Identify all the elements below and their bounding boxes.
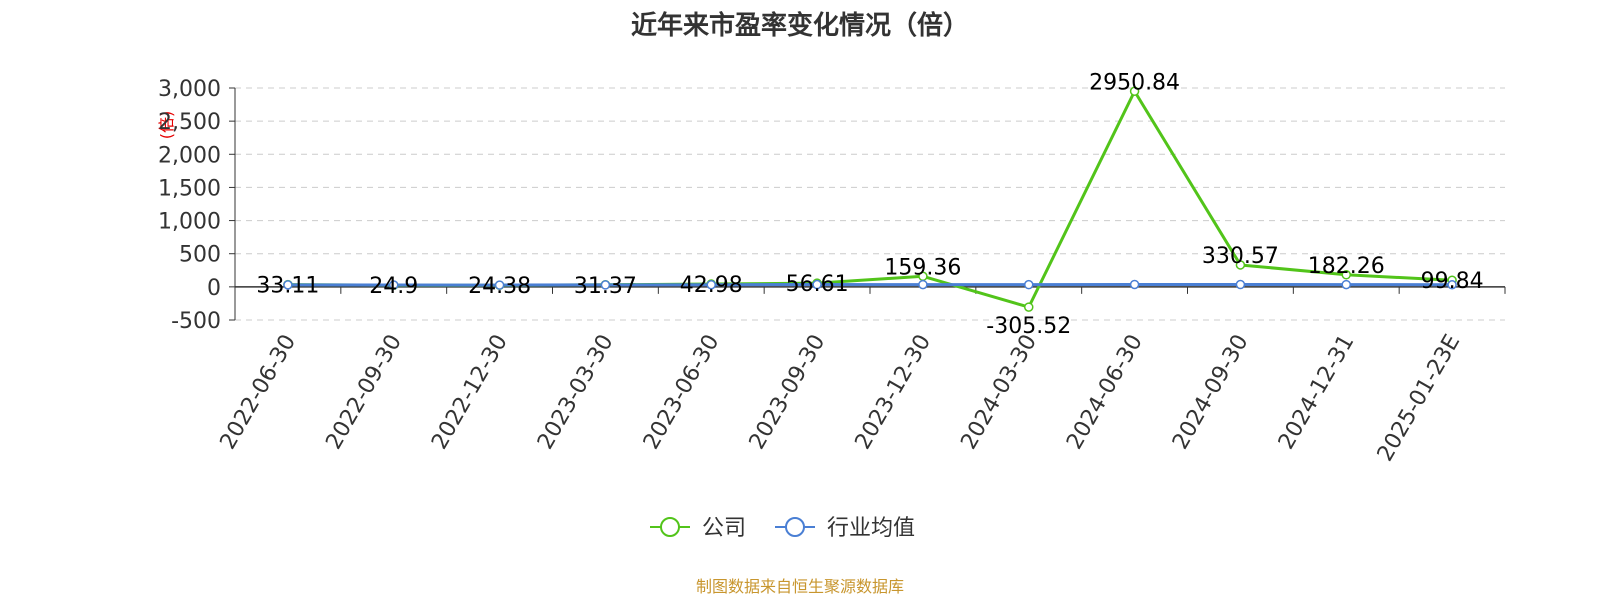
x-tick-label: 2022-09-30 [321, 331, 407, 454]
data-label: 31.37 [574, 274, 637, 299]
y-tick-label: 0 [207, 276, 221, 301]
grid-lines [235, 87, 1505, 321]
x-tick-label: 2024-03-30 [956, 331, 1042, 454]
x-tick-label: 2023-06-30 [639, 331, 725, 454]
y-tick-label: 1,000 [158, 210, 221, 235]
data-label: 159.36 [884, 255, 961, 280]
data-point[interactable] [918, 279, 928, 290]
legend[interactable]: 公司 行业均值 [650, 516, 915, 541]
data-point[interactable] [1024, 302, 1034, 312]
data-point[interactable] [706, 279, 716, 290]
legend-item-industry-average[interactable]: 行业均值 [775, 516, 915, 541]
x-tick-label: 2024-12-31 [1274, 331, 1360, 454]
data-point[interactable] [1024, 279, 1034, 290]
data-label: 24.9 [369, 274, 418, 299]
data-point[interactable] [1129, 279, 1140, 290]
x-tick-label: 2022-12-30 [427, 331, 513, 454]
data-point[interactable] [600, 280, 611, 290]
data-label: 182.26 [1308, 254, 1385, 279]
x-tick-label: 2024-09-30 [1168, 331, 1254, 454]
data-point[interactable] [1447, 279, 1457, 290]
y-tick-label: 3,000 [158, 77, 221, 102]
data-label: 33.11 [256, 274, 319, 299]
y-tick-label: 1,500 [158, 176, 221, 201]
data-point[interactable] [494, 280, 505, 290]
x-tick-label: 2022-06-30 [216, 331, 302, 454]
data-point[interactable] [1235, 279, 1246, 290]
series-lines [283, 86, 1457, 312]
data-label: 330.57 [1202, 244, 1279, 269]
legend-marker-icon [660, 517, 680, 537]
series-line-industry-average [287, 282, 1453, 287]
data-label: 42.98 [680, 273, 743, 298]
data-point[interactable] [1341, 279, 1351, 290]
data-label: 24.38 [468, 274, 531, 299]
y-tick-label: 2,000 [158, 143, 221, 168]
data-labels: 33.11 24.9 24.38 31.37 42.98 56.61 159.36 -305.… [256, 70, 1483, 339]
data-point[interactable] [1129, 86, 1140, 97]
data-point[interactable] [389, 280, 399, 290]
data-label: -305.52 [986, 314, 1071, 339]
x-tick-label: 2023-09-30 [745, 331, 831, 454]
data-label: 2950.84 [1089, 70, 1180, 95]
data-point[interactable] [1235, 260, 1246, 270]
y-tick-label: 500 [179, 243, 221, 268]
x-tick-label: 2023-12-30 [851, 331, 937, 454]
x-tick-label: 2025-01-23E [1373, 331, 1466, 466]
chart-title: 近年来市盈率变化情况（倍） [631, 10, 969, 41]
data-point[interactable] [812, 279, 822, 290]
data-source-note: 制图数据来自恒生聚源数据库 [696, 577, 904, 596]
legend-item-company[interactable]: 公司 [650, 516, 746, 541]
legend-marker-icon [785, 517, 805, 537]
data-point[interactable] [1341, 270, 1351, 280]
y-tick-label: -500 [171, 309, 221, 334]
x-tick-label: 2023-03-30 [533, 331, 619, 454]
legend-label: 行业均值 [827, 516, 915, 541]
y-axis-unit-label: (倍) [157, 111, 176, 140]
series-line-company [287, 89, 1453, 309]
y-tick-label: 2,500 [158, 110, 221, 135]
legend-label: 公司 [702, 516, 746, 541]
data-point[interactable] [283, 280, 293, 290]
x-tick-label: 2024-06-30 [1062, 331, 1148, 454]
data-label: 99.84 [1421, 269, 1484, 294]
data-label: 56.61 [786, 272, 849, 297]
